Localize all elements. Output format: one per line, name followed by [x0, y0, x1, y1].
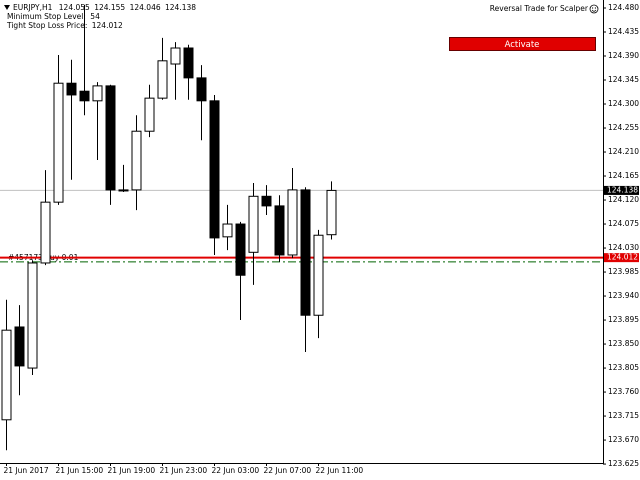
- candle-body: [248, 195, 259, 253]
- candle-body: [313, 234, 324, 316]
- collapse-icon[interactable]: [4, 5, 10, 10]
- x-tick-label: 22 Jun 11:00: [316, 466, 364, 475]
- x-tick-label: 22 Jun 03:00: [212, 466, 260, 475]
- sl-price-label: 124.012: [607, 253, 638, 262]
- candle-body: [14, 326, 25, 367]
- min-stop-text: Minimum Stop Level: 54: [7, 12, 100, 21]
- bid-price-label: 124.138: [607, 185, 638, 194]
- candle-body: [170, 47, 181, 65]
- candle-body: [79, 90, 90, 102]
- candle-body: [118, 189, 129, 192]
- open-price: 124.055: [59, 3, 90, 12]
- y-tick-label: 124.210: [608, 147, 639, 156]
- y-tick-label: 123.715: [608, 411, 639, 420]
- symbol: EURJPY,H1: [13, 3, 53, 12]
- y-tick-label: 124.435: [608, 27, 639, 36]
- candle-body: [40, 201, 51, 264]
- y-tick-label: 123.670: [608, 435, 639, 444]
- low-price: 124.046: [130, 3, 161, 12]
- candle-body: [326, 189, 337, 236]
- smiley-icon: [589, 4, 599, 14]
- bid-price-box: [604, 185, 639, 195]
- candle-body: [157, 60, 168, 99]
- button-bg[interactable]: [449, 37, 596, 51]
- x-tick-label: 21 Jun 2017: [4, 466, 49, 475]
- y-tick-label: 123.985: [608, 267, 639, 276]
- y-tick-label: 124.120: [608, 195, 639, 204]
- candle-body: [300, 189, 311, 316]
- y-tick-label: 123.625: [608, 459, 639, 468]
- candle-body: [261, 195, 272, 207]
- y-tick-label: 124.300: [608, 99, 639, 108]
- candle-body: [53, 82, 64, 203]
- candle-body: [287, 189, 298, 256]
- min-stop-value: 54: [90, 12, 100, 21]
- candle-body: [274, 205, 285, 256]
- y-tick-label: 123.895: [608, 315, 639, 324]
- y-tick-label: 123.850: [608, 339, 639, 348]
- close-price: 124.138: [165, 3, 196, 12]
- x-tick-label: 21 Jun 23:00: [160, 466, 208, 475]
- x-tick-label: 21 Jun 19:00: [108, 466, 156, 475]
- y-tick-label: 124.480: [608, 3, 639, 12]
- candle-body: [222, 223, 233, 238]
- candle-body: [92, 85, 103, 102]
- y-tick-label: 124.345: [608, 75, 639, 84]
- candle-body: [105, 85, 116, 191]
- candle-body: [66, 82, 77, 96]
- sl-value: 124.012: [92, 21, 123, 30]
- y-tick-label: 124.390: [608, 51, 639, 60]
- candle-body: [131, 130, 142, 191]
- y-tick-label: 124.075: [608, 219, 639, 228]
- candle-body: [235, 223, 246, 276]
- candle-body: [1, 329, 12, 421]
- sl-text: Tight Stop Loss Price: 124.012: [6, 21, 123, 30]
- y-tick-label: 124.030: [608, 243, 639, 252]
- candle-body: [27, 262, 38, 369]
- candle-body: [196, 77, 207, 102]
- y-tick-label: 123.760: [608, 387, 639, 396]
- chart-header: EURJPY,H1 124.055 124.155 124.046 124.13…: [13, 3, 196, 12]
- button-label[interactable]: Activate: [505, 40, 540, 50]
- activate-button[interactable]: Activate: [449, 37, 596, 51]
- y-tick-label: 123.940: [608, 291, 639, 300]
- high-price: 124.155: [94, 3, 125, 12]
- candle-body: [144, 97, 155, 132]
- y-tick-label: 124.255: [608, 123, 639, 132]
- candle-body: [183, 47, 194, 79]
- indicator-name: Reversal Trade for Scalper: [490, 4, 589, 13]
- x-tick-label: 22 Jun 07:00: [264, 466, 312, 475]
- plot: #457173 buy 0.01: [0, 4, 603, 451]
- candle-body: [209, 100, 220, 239]
- min-stop-label: Minimum Stop Level:: [7, 12, 86, 21]
- y-tick-label: 124.165: [608, 171, 639, 180]
- y-tick-label: 123.805: [608, 363, 639, 372]
- sl-label: Tight Stop Loss Price:: [6, 21, 87, 30]
- sl-price-box: [604, 253, 639, 263]
- x-tick-label: 21 Jun 15:00: [56, 466, 104, 475]
